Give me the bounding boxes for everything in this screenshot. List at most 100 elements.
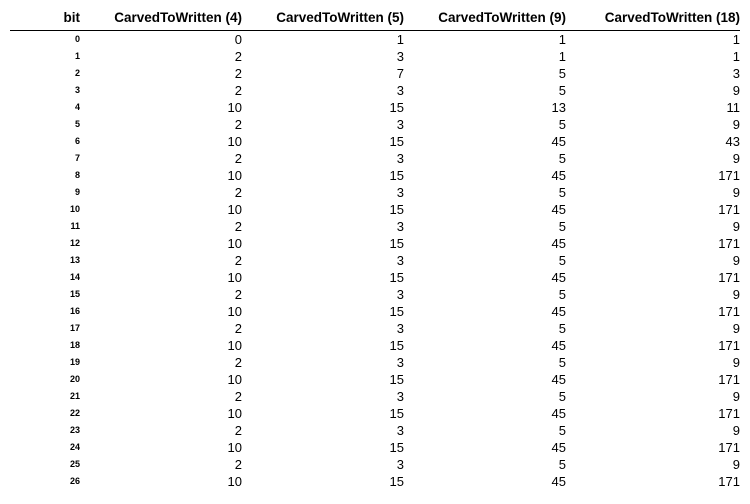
table-cell: 45 (551, 202, 566, 217)
table-cell: 171 (718, 440, 740, 455)
row-bit-label: 25 (69, 459, 80, 469)
table-cell: 3 (396, 253, 404, 268)
table-row: 22 10 15 45 171 (10, 405, 740, 422)
table-row: 17 2 3 5 9 (10, 320, 740, 337)
table-cell: 2 (234, 151, 242, 166)
table-cell: 15 (389, 168, 404, 183)
table-cell: 9 (732, 151, 740, 166)
row-bit-label: 0 (74, 34, 80, 44)
table-cell: 3 (396, 389, 404, 404)
table-row: 18 10 15 45 171 (10, 337, 740, 354)
table-row: 9 2 3 5 9 (10, 184, 740, 201)
table-cell: 9 (732, 423, 740, 438)
table-cell: 10 (227, 134, 242, 149)
table-row: 13 2 3 5 9 (10, 252, 740, 269)
table-cell: 45 (551, 270, 566, 285)
table-cell: 5 (558, 287, 566, 302)
table-cell: 10 (227, 338, 242, 353)
table-row: 8 10 15 45 171 (10, 167, 740, 184)
table-cell: 9 (732, 185, 740, 200)
table-cell: 15 (389, 202, 404, 217)
table-cell: 45 (551, 304, 566, 319)
table-cell: 5 (558, 219, 566, 234)
column-header-bit[interactable]: bit (10, 4, 82, 31)
table-cell: 3 (396, 321, 404, 336)
table-cell: 3 (396, 423, 404, 438)
table-cell: 2 (234, 423, 242, 438)
table-cell: 9 (732, 389, 740, 404)
table-cell: 7 (396, 66, 404, 81)
table-row: 4 10 15 13 11 (10, 99, 740, 116)
table-cell: 5 (558, 185, 566, 200)
table-cell: 2 (234, 389, 242, 404)
row-bit-label: 15 (69, 289, 80, 299)
column-header-carved-18[interactable]: CarvedToWritten (18) (566, 4, 740, 31)
table-cell: 0 (234, 32, 242, 47)
table-row: 24 10 15 45 171 (10, 439, 740, 456)
table-cell: 10 (227, 406, 242, 421)
table-cell: 2 (234, 287, 242, 302)
table-row: 10 10 15 45 171 (10, 201, 740, 218)
table-cell: 5 (558, 117, 566, 132)
table-cell: 3 (732, 66, 740, 81)
table-cell: 171 (718, 236, 740, 251)
row-bit-label: 3 (74, 85, 80, 95)
row-bit-label: 6 (74, 136, 80, 146)
table-cell: 10 (227, 372, 242, 387)
table-cell: 1 (558, 32, 566, 47)
table-cell: 2 (234, 117, 242, 132)
table-cell: 171 (718, 338, 740, 353)
row-bit-label: 18 (69, 340, 80, 350)
column-header-carved-9[interactable]: CarvedToWritten (9) (404, 4, 566, 31)
table-cell: 15 (389, 338, 404, 353)
table-row: 20 10 15 45 171 (10, 371, 740, 388)
table-cell: 5 (558, 389, 566, 404)
table-cell: 45 (551, 168, 566, 183)
data-table-container: bit CarvedToWritten (4) CarvedToWritten … (10, 4, 740, 490)
carved-to-written-table: bit CarvedToWritten (4) CarvedToWritten … (10, 4, 740, 490)
table-row: 6 10 15 45 43 (10, 133, 740, 150)
column-header-carved-4[interactable]: CarvedToWritten (4) (82, 4, 242, 31)
column-header-carved-5[interactable]: CarvedToWritten (5) (242, 4, 404, 31)
table-row: 11 2 3 5 9 (10, 218, 740, 235)
row-bit-label: 11 (70, 221, 80, 231)
table-cell: 45 (551, 474, 566, 489)
table-cell: 45 (551, 406, 566, 421)
row-bit-label: 13 (69, 255, 80, 265)
table-cell: 9 (732, 321, 740, 336)
table-cell: 9 (732, 457, 740, 472)
table-row: 5 2 3 5 9 (10, 116, 740, 133)
table-cell: 15 (389, 372, 404, 387)
table-cell: 15 (389, 440, 404, 455)
row-bit-label: 24 (69, 442, 80, 452)
table-cell: 171 (718, 270, 740, 285)
table-cell: 2 (234, 219, 242, 234)
table-row: 14 10 15 45 171 (10, 269, 740, 286)
table-cell: 10 (227, 304, 242, 319)
table-cell: 15 (389, 406, 404, 421)
table-cell: 5 (558, 321, 566, 336)
table-cell: 10 (227, 100, 242, 115)
row-bit-label: 26 (69, 476, 80, 486)
table-cell: 2 (234, 49, 242, 64)
table-cell: 9 (732, 355, 740, 370)
row-bit-label: 12 (69, 238, 80, 248)
table-row: 23 2 3 5 9 (10, 422, 740, 439)
table-cell: 10 (227, 202, 242, 217)
table-cell: 13 (551, 100, 566, 115)
table-cell: 3 (396, 287, 404, 302)
table-cell: 9 (732, 287, 740, 302)
table-cell: 10 (227, 236, 242, 251)
table-cell: 15 (389, 474, 404, 489)
table-cell: 45 (551, 338, 566, 353)
table-cell: 45 (551, 372, 566, 387)
table-row: 19 2 3 5 9 (10, 354, 740, 371)
table-cell: 3 (396, 185, 404, 200)
table-cell: 9 (732, 253, 740, 268)
table-cell: 171 (718, 202, 740, 217)
table-cell: 10 (227, 440, 242, 455)
table-cell: 3 (396, 219, 404, 234)
table-cell: 5 (558, 151, 566, 166)
table-cell: 5 (558, 423, 566, 438)
table-cell: 15 (389, 304, 404, 319)
